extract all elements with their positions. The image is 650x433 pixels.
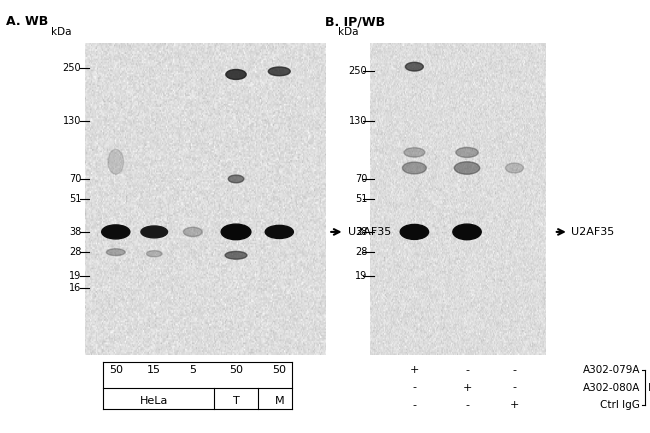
Text: Ctrl IgG: Ctrl IgG	[601, 400, 640, 410]
Text: 250: 250	[348, 66, 367, 76]
Text: 19: 19	[355, 271, 367, 281]
Text: 15: 15	[148, 365, 161, 375]
Text: 38: 38	[355, 227, 367, 237]
Text: 130: 130	[63, 116, 81, 126]
Ellipse shape	[406, 62, 423, 71]
Ellipse shape	[268, 67, 291, 76]
Ellipse shape	[146, 251, 162, 257]
Text: A. WB: A. WB	[6, 15, 49, 28]
Text: kDa: kDa	[51, 27, 72, 38]
Text: 130: 130	[349, 116, 367, 126]
Text: 16: 16	[69, 283, 81, 293]
Text: 28: 28	[355, 247, 367, 257]
Ellipse shape	[108, 149, 124, 174]
Text: 19: 19	[69, 271, 81, 281]
Text: 28: 28	[69, 247, 81, 257]
Ellipse shape	[225, 252, 247, 259]
Ellipse shape	[453, 224, 481, 240]
Ellipse shape	[101, 225, 130, 239]
Text: 50: 50	[229, 365, 243, 375]
Ellipse shape	[107, 249, 125, 255]
Ellipse shape	[456, 147, 478, 158]
Text: 70: 70	[355, 174, 367, 184]
Text: +: +	[510, 400, 519, 410]
Text: IP: IP	[647, 382, 650, 393]
Text: U2AF35: U2AF35	[348, 227, 391, 237]
Text: 50: 50	[109, 365, 123, 375]
Ellipse shape	[141, 226, 168, 238]
Text: 38: 38	[69, 227, 81, 237]
Text: -: -	[412, 382, 417, 393]
Text: U2AF35: U2AF35	[571, 227, 614, 237]
Text: +: +	[410, 365, 419, 375]
Text: 250: 250	[62, 63, 81, 73]
Text: 5: 5	[189, 365, 196, 375]
Text: -: -	[412, 400, 417, 410]
Text: 51: 51	[69, 194, 81, 204]
Text: 70: 70	[69, 174, 81, 184]
Text: -: -	[512, 382, 516, 393]
Text: 50: 50	[272, 365, 286, 375]
Ellipse shape	[221, 224, 251, 240]
Text: T: T	[233, 395, 239, 406]
Ellipse shape	[404, 148, 425, 157]
Text: A302-079A: A302-079A	[583, 365, 640, 375]
Text: 51: 51	[355, 194, 367, 204]
Text: M: M	[274, 395, 284, 406]
Ellipse shape	[402, 162, 426, 174]
Text: kDa: kDa	[338, 27, 359, 38]
Text: HeLa: HeLa	[140, 395, 168, 406]
Ellipse shape	[265, 225, 293, 239]
Ellipse shape	[506, 163, 523, 173]
Text: -: -	[465, 365, 469, 375]
Ellipse shape	[226, 69, 246, 80]
Text: B. IP/WB: B. IP/WB	[325, 15, 385, 28]
Ellipse shape	[400, 224, 428, 239]
Ellipse shape	[183, 227, 202, 236]
Text: -: -	[465, 400, 469, 410]
Text: A302-080A: A302-080A	[583, 382, 640, 393]
Ellipse shape	[454, 162, 480, 174]
Ellipse shape	[228, 175, 244, 183]
Text: +: +	[462, 382, 472, 393]
Text: -: -	[512, 365, 516, 375]
